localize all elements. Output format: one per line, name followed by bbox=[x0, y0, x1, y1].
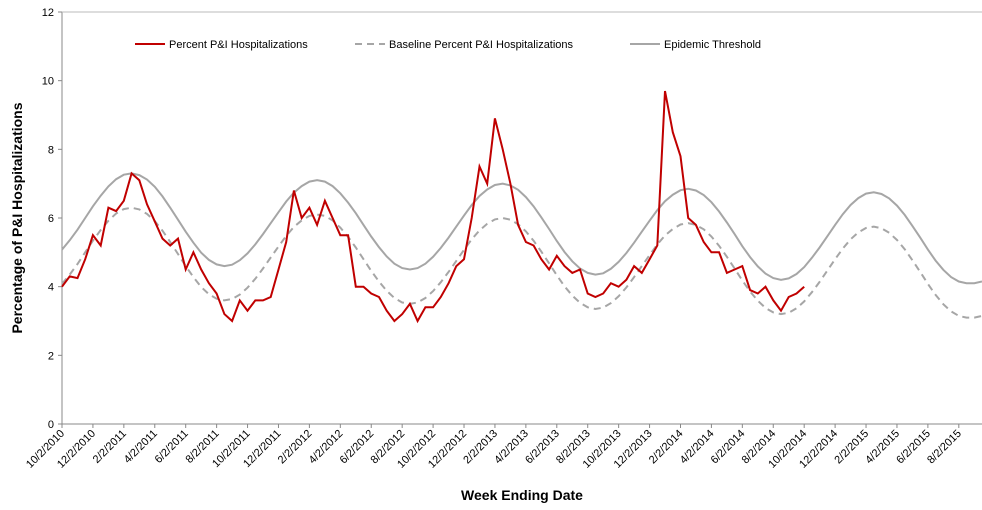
y-tick-label: 12 bbox=[42, 7, 54, 19]
y-axis-title: Percentage of P&I Hospitalizations bbox=[9, 102, 25, 333]
y-tick-label: 6 bbox=[48, 213, 54, 225]
series-line bbox=[61, 90, 805, 324]
legend-label: Percent P&I Hospitalizations bbox=[169, 39, 308, 51]
y-tick-label: 0 bbox=[48, 419, 54, 431]
legend-label: Baseline Percent P&I Hospitalizations bbox=[389, 39, 574, 51]
series-line bbox=[61, 172, 982, 285]
y-tick-label: 8 bbox=[48, 144, 54, 156]
x-axis-title: Week Ending Date bbox=[461, 487, 583, 503]
x-tick-label: 8/2/2015 bbox=[925, 428, 964, 467]
y-tick-label: 10 bbox=[42, 76, 54, 88]
series-line bbox=[61, 206, 982, 319]
y-tick-label: 2 bbox=[48, 350, 54, 362]
legend-label: Epidemic Threshold bbox=[664, 39, 761, 51]
y-tick-label: 4 bbox=[48, 282, 54, 294]
